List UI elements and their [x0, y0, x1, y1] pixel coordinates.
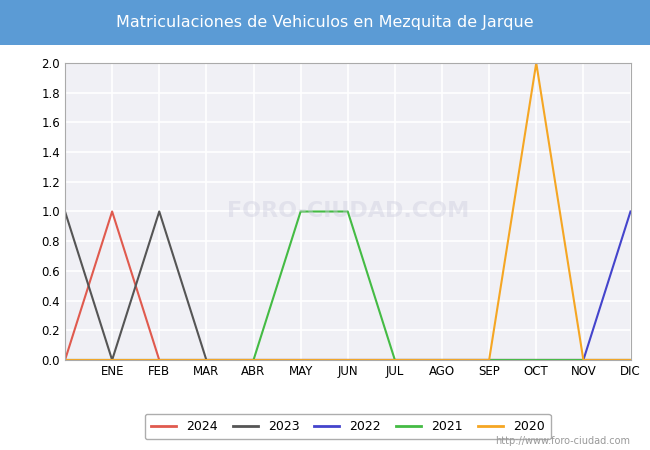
2021 [580, 357, 588, 363]
2021 [532, 357, 540, 363]
2020 [108, 357, 116, 363]
2023 [532, 357, 540, 363]
Line: 2024: 2024 [65, 212, 630, 360]
2024 [250, 357, 257, 363]
2022 [580, 357, 588, 363]
2020 [296, 357, 304, 363]
2023 [438, 357, 446, 363]
2024 [580, 357, 588, 363]
2022 [250, 357, 257, 363]
2022 [344, 357, 352, 363]
2021 [438, 357, 446, 363]
2021 [203, 357, 211, 363]
Line: 2023: 2023 [65, 212, 630, 360]
2023 [627, 357, 634, 363]
2022 [296, 357, 304, 363]
2023 [108, 357, 116, 363]
2022 [203, 357, 211, 363]
2024 [344, 357, 352, 363]
2023 [61, 209, 69, 214]
2020 [532, 60, 540, 66]
2022 [438, 357, 446, 363]
2021 [250, 357, 257, 363]
Line: 2022: 2022 [65, 212, 630, 360]
2020 [391, 357, 399, 363]
2021 [296, 209, 304, 214]
2023 [391, 357, 399, 363]
2021 [485, 357, 493, 363]
2022 [627, 209, 634, 214]
2024 [296, 357, 304, 363]
2024 [532, 357, 540, 363]
2024 [438, 357, 446, 363]
2020 [250, 357, 257, 363]
2024 [485, 357, 493, 363]
2023 [580, 357, 588, 363]
2024 [203, 357, 211, 363]
2021 [155, 357, 163, 363]
2023 [203, 357, 211, 363]
2022 [391, 357, 399, 363]
2020 [344, 357, 352, 363]
Text: http://www.foro-ciudad.com: http://www.foro-ciudad.com [495, 436, 630, 446]
2022 [532, 357, 540, 363]
2022 [61, 357, 69, 363]
2024 [627, 357, 634, 363]
2023 [296, 357, 304, 363]
2021 [61, 357, 69, 363]
2021 [108, 357, 116, 363]
2024 [108, 209, 116, 214]
2020 [203, 357, 211, 363]
2021 [627, 357, 634, 363]
2024 [61, 357, 69, 363]
2023 [344, 357, 352, 363]
2022 [485, 357, 493, 363]
2021 [344, 209, 352, 214]
2023 [485, 357, 493, 363]
2022 [108, 357, 116, 363]
Text: Matriculaciones de Vehiculos en Mezquita de Jarque: Matriculaciones de Vehiculos en Mezquita… [116, 15, 534, 30]
2023 [250, 357, 257, 363]
Line: 2020: 2020 [65, 63, 630, 360]
2020 [580, 357, 588, 363]
2021 [391, 357, 399, 363]
2022 [155, 357, 163, 363]
2020 [438, 357, 446, 363]
Line: 2021: 2021 [65, 212, 630, 360]
Text: FORO-CIUDAD.COM: FORO-CIUDAD.COM [227, 202, 469, 221]
Legend: 2024, 2023, 2022, 2021, 2020: 2024, 2023, 2022, 2021, 2020 [145, 414, 551, 439]
2024 [391, 357, 399, 363]
2023 [155, 209, 163, 214]
2020 [61, 357, 69, 363]
2024 [155, 357, 163, 363]
2020 [155, 357, 163, 363]
2020 [627, 357, 634, 363]
2020 [485, 357, 493, 363]
